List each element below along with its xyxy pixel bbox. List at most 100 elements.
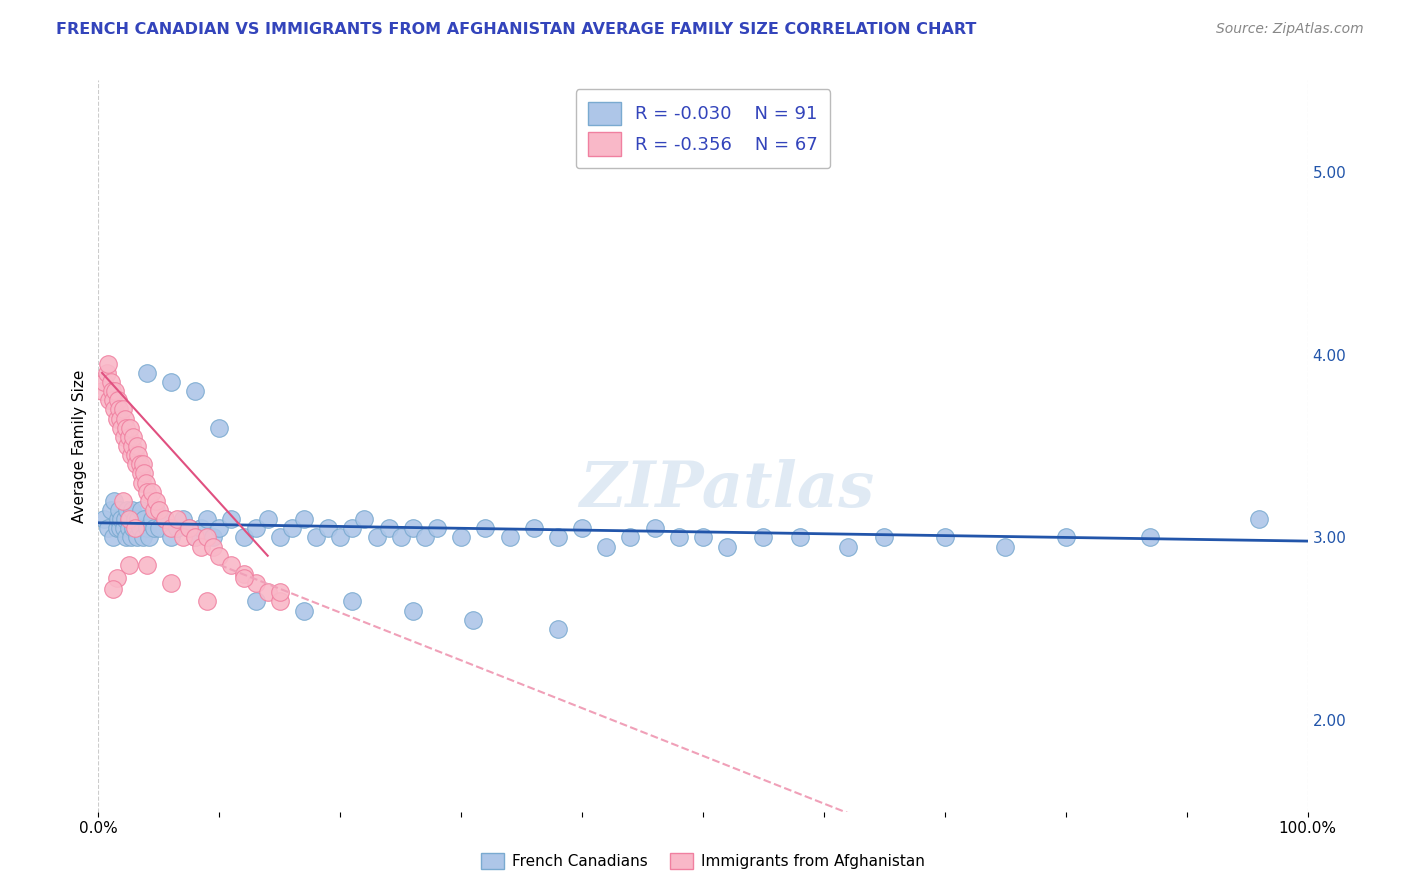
Point (115, 530, 138, 544)
Point (145, 494, 167, 508)
Point (934, 530, 956, 544)
Point (132, 530, 155, 544)
Point (118, 421, 141, 435)
Point (143, 521, 166, 535)
Point (668, 530, 690, 544)
Point (1249, 512, 1271, 526)
Point (121, 439, 143, 453)
Point (269, 594, 291, 608)
Point (366, 530, 388, 544)
Point (474, 521, 496, 535)
Point (316, 521, 339, 535)
Point (100, 503, 122, 517)
Point (994, 540, 1017, 554)
Point (752, 530, 775, 544)
Point (208, 549, 231, 563)
Point (122, 521, 145, 535)
Point (96, 366, 118, 380)
Point (153, 512, 176, 526)
Point (160, 576, 183, 591)
Point (105, 571, 128, 585)
Point (122, 430, 145, 444)
Point (107, 512, 129, 526)
Point (111, 402, 134, 417)
Point (118, 521, 141, 535)
Point (329, 530, 352, 544)
Point (118, 430, 141, 444)
Point (110, 512, 132, 526)
Point (166, 521, 188, 535)
Text: Source: ZipAtlas.com: Source: ZipAtlas.com (1216, 22, 1364, 37)
Point (100, 384, 122, 399)
Point (101, 393, 124, 408)
Point (135, 366, 157, 380)
Point (184, 530, 207, 544)
Point (105, 411, 128, 425)
Point (135, 558, 157, 572)
Point (190, 540, 212, 554)
Point (269, 585, 291, 599)
Point (124, 448, 146, 462)
Point (837, 540, 859, 554)
Point (108, 402, 131, 417)
Text: FRENCH CANADIAN VS IMMIGRANTS FROM AFGHANISTAN AVERAGE FAMILY SIZE CORRELATION C: FRENCH CANADIAN VS IMMIGRANTS FROM AFGHA… (56, 22, 977, 37)
Point (292, 603, 315, 617)
Point (141, 512, 163, 526)
Point (413, 530, 436, 544)
Point (716, 540, 738, 554)
Point (232, 530, 254, 544)
Point (108, 521, 131, 535)
Point (105, 521, 128, 535)
Point (342, 594, 364, 608)
Point (148, 521, 170, 535)
Point (172, 512, 194, 526)
Point (389, 530, 412, 544)
Point (103, 402, 125, 417)
Point (245, 521, 267, 535)
Point (97, 521, 120, 535)
Point (523, 521, 546, 535)
Legend: R = -0.030    N = 91, R = -0.356    N = 67: R = -0.030 N = 91, R = -0.356 N = 67 (575, 89, 831, 169)
Point (179, 521, 201, 535)
Point (402, 521, 425, 535)
Point (112, 521, 135, 535)
Point (91, 384, 114, 399)
Point (118, 512, 141, 526)
Point (129, 503, 152, 517)
Point (134, 512, 156, 526)
Point (547, 530, 569, 544)
Point (124, 512, 146, 526)
Point (135, 475, 157, 490)
Point (114, 411, 136, 425)
Point (97, 357, 120, 371)
Point (112, 430, 135, 444)
Point (100, 375, 122, 389)
Point (692, 530, 714, 544)
Point (138, 494, 160, 508)
Point (644, 521, 666, 535)
Point (110, 421, 132, 435)
Point (127, 439, 149, 453)
Point (195, 530, 218, 544)
Point (93, 512, 115, 526)
Point (107, 393, 129, 408)
Point (281, 521, 304, 535)
Point (1054, 530, 1077, 544)
Point (450, 530, 472, 544)
Point (108, 411, 131, 425)
Point (124, 521, 146, 535)
Point (402, 603, 425, 617)
Point (114, 512, 136, 526)
Point (221, 512, 243, 526)
Point (619, 530, 641, 544)
Point (245, 594, 267, 608)
Point (127, 512, 149, 526)
Point (117, 503, 139, 517)
Point (1139, 530, 1161, 544)
Point (131, 475, 153, 490)
Point (202, 540, 225, 554)
Point (118, 558, 141, 572)
Point (135, 484, 157, 499)
Y-axis label: Average Family Size: Average Family Size (72, 369, 87, 523)
Point (103, 494, 125, 508)
